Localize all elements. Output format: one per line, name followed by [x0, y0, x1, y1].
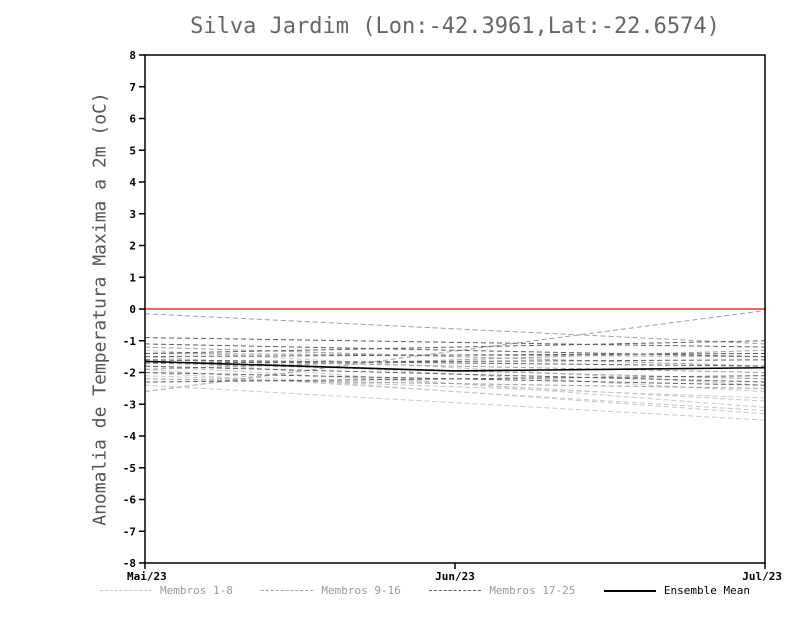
- member-line: [144, 372, 766, 412]
- member-line: [144, 365, 766, 383]
- member-line: [144, 349, 766, 370]
- y-tick-label: -1: [123, 335, 137, 348]
- y-tick-label: 7: [129, 81, 136, 94]
- legend-dashed-line-sample: [429, 590, 482, 591]
- legend-dashed-line-sample: [100, 590, 152, 591]
- member-line: [144, 375, 766, 383]
- y-tick-label: 2: [129, 240, 136, 253]
- ensemble-mean-line: [144, 360, 766, 372]
- member-line: [144, 356, 766, 393]
- legend-item: Ensemble Mean: [603, 584, 750, 597]
- legend-item: Membros 17-25: [429, 584, 575, 597]
- y-tick-label: -2: [123, 367, 136, 380]
- legend-solid-line-sample: [603, 589, 656, 592]
- member-line: [144, 349, 766, 386]
- member-line: [144, 375, 766, 399]
- x-tick-label: Jul/23: [742, 570, 782, 583]
- member-line: [144, 346, 766, 367]
- member-line: [144, 310, 766, 393]
- y-tick-label: 1: [129, 271, 136, 284]
- y-tick-label: 6: [129, 113, 136, 126]
- x-tick-label: Mai/23: [127, 570, 167, 583]
- y-tick-label: 8: [129, 49, 136, 62]
- member-line: [144, 352, 766, 358]
- member-line: [144, 378, 766, 389]
- member-line: [144, 352, 766, 358]
- y-tick-label: 3: [129, 208, 136, 221]
- member-line: [144, 368, 766, 415]
- y-tick-label: -3: [123, 398, 136, 411]
- legend-label: Membros 1-8: [160, 584, 233, 597]
- member-line: [144, 337, 766, 348]
- y-tick-label: 5: [129, 144, 136, 157]
- legend-label: Membros 9-16: [321, 584, 401, 597]
- y-tick-label: -6: [123, 494, 137, 507]
- member-line: [144, 340, 766, 354]
- y-tick-label: 4: [129, 176, 136, 189]
- y-tick-label: -7: [123, 525, 136, 538]
- legend-item: Membros 1-8: [100, 584, 233, 597]
- y-tick-label: 0: [129, 303, 136, 316]
- member-line: [144, 384, 766, 421]
- chart-title: Silva Jardim (Lon:-42.3961,Lat:-22.6574): [190, 14, 720, 39]
- legend-item: Membros 9-16: [261, 584, 401, 597]
- legend-label: Membros 17-25: [489, 584, 576, 597]
- member-line: [144, 362, 766, 380]
- y-tick-label: -8: [123, 557, 136, 570]
- member-line: [144, 343, 766, 358]
- member-line: [144, 313, 766, 345]
- legend-dashed-line-sample: [261, 590, 314, 591]
- y-tick-label: -4: [123, 430, 137, 443]
- legend-label: Ensemble Mean: [663, 584, 750, 597]
- member-line: [144, 372, 766, 386]
- member-line: [144, 359, 766, 408]
- member-line: [144, 359, 766, 364]
- member-line: [144, 359, 766, 367]
- x-tick-label: Jun/23: [435, 570, 475, 583]
- chart-legend: Membros 1-8 Membros 9-16 Membros 17-25 Ense…: [100, 584, 750, 597]
- member-line: [144, 359, 766, 373]
- y-tick-label: -5: [123, 462, 136, 475]
